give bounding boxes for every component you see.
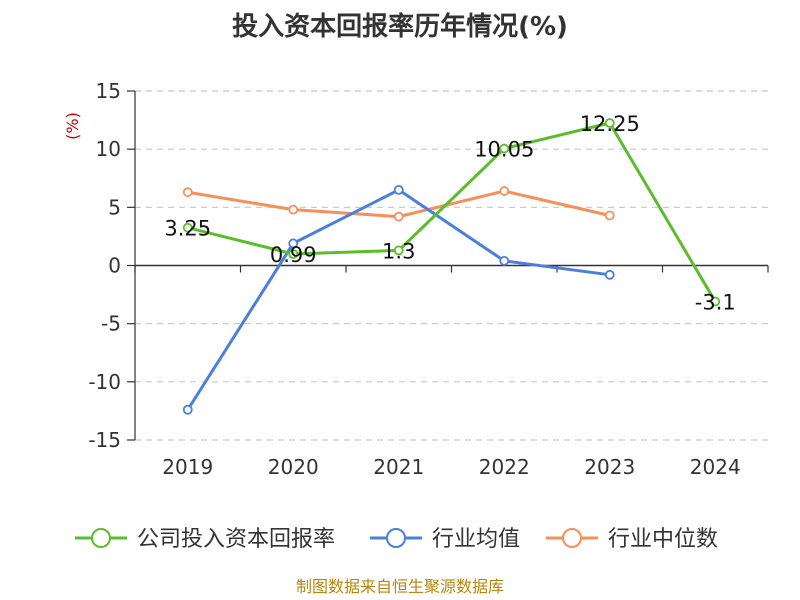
data-point bbox=[710, 296, 721, 307]
data-point bbox=[393, 211, 404, 222]
data-label: 0.99 bbox=[270, 243, 317, 267]
data-point bbox=[393, 245, 404, 256]
x-tick-label: 2022 bbox=[479, 455, 530, 479]
x-tick-label: 2023 bbox=[584, 455, 635, 479]
data-labels: 3.25 0.99 1.3 10.05 12.25 -3.1 bbox=[164, 112, 735, 315]
series-line-1 bbox=[186, 188, 610, 411]
data-point bbox=[288, 238, 299, 249]
y-tick-label: 5 bbox=[108, 195, 121, 219]
data-label: -3.1 bbox=[695, 291, 736, 315]
x-tick-label: 2021 bbox=[373, 455, 424, 479]
data-point bbox=[499, 186, 510, 196]
x-tick-label: 2024 bbox=[690, 455, 741, 479]
legend: 公司投入资本回报率 行业均值 行业中位数 bbox=[75, 527, 718, 552]
y-tick-label: 0 bbox=[108, 254, 121, 278]
y-axis: 15 10 5 0 -5 -10 -15 bbox=[88, 79, 136, 452]
y-tick-label: -10 bbox=[88, 370, 121, 394]
legend-marker-1 bbox=[386, 528, 406, 548]
data-point bbox=[393, 184, 404, 195]
y-tick-label: 15 bbox=[96, 79, 121, 103]
data-point bbox=[499, 255, 510, 266]
x-tick-label: 2019 bbox=[162, 455, 213, 479]
legend-marker-2 bbox=[562, 528, 582, 548]
data-label: 12.25 bbox=[580, 112, 640, 136]
source-note: 制图数据来自恒生聚源数据库 bbox=[296, 577, 504, 596]
legend-label-2: 行业中位数 bbox=[608, 527, 718, 552]
series-line-0 bbox=[187, 121, 717, 303]
data-label: 10.05 bbox=[474, 138, 534, 162]
chart-title: 投入资本回报率历年情况(%) bbox=[232, 11, 568, 42]
data-point bbox=[288, 204, 299, 215]
data-point bbox=[604, 118, 615, 128]
data-point bbox=[182, 187, 193, 198]
y-tick-label: -15 bbox=[88, 428, 121, 452]
legend-label-0: 公司投入资本回报率 bbox=[137, 527, 335, 552]
x-axis: 2019 2020 2021 2022 2023 2024 bbox=[134, 264, 769, 479]
y-tick-label: 10 bbox=[96, 137, 121, 161]
legend-marker-0 bbox=[91, 528, 111, 548]
data-label: 1.3 bbox=[382, 239, 415, 263]
series-lines bbox=[182, 118, 721, 415]
data-label: 3.25 bbox=[164, 217, 211, 241]
y-tick-label: -5 bbox=[101, 312, 121, 336]
data-point bbox=[604, 269, 615, 280]
y-axis-label: (%) bbox=[63, 112, 82, 140]
legend-label-1: 行业均值 bbox=[432, 527, 520, 552]
data-point bbox=[182, 222, 193, 233]
data-point bbox=[499, 143, 510, 154]
x-tick-label: 2020 bbox=[268, 455, 319, 479]
data-point bbox=[288, 249, 299, 259]
data-point bbox=[182, 404, 193, 415]
data-point bbox=[604, 210, 615, 221]
